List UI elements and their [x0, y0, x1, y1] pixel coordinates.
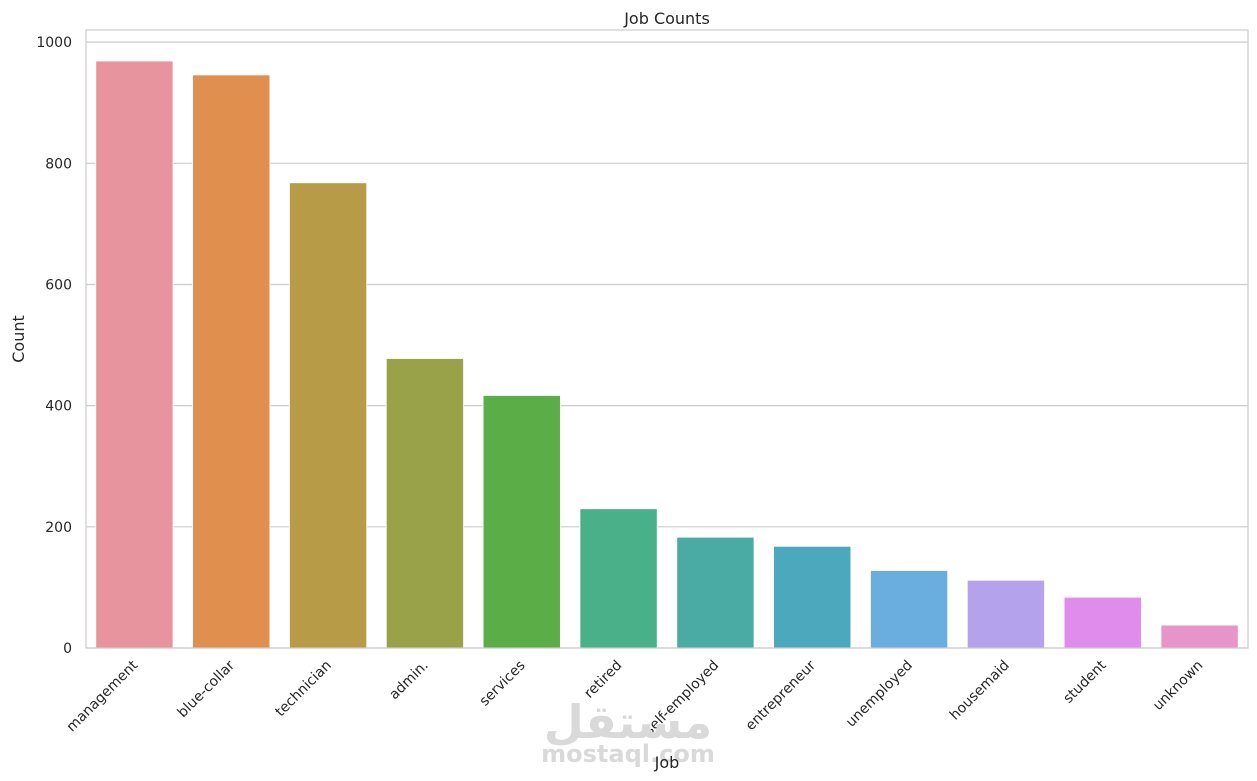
watermark-arabic: مستقل — [544, 695, 712, 749]
x-tick-label: management — [64, 657, 142, 735]
bars — [95, 60, 1239, 649]
y-tick-label: 600 — [45, 277, 72, 293]
y-axis-label: Count — [9, 315, 28, 363]
watermark-latin: mostaql.com — [541, 740, 715, 768]
bar-retired — [579, 508, 658, 649]
bar-services — [482, 394, 561, 649]
y-tick-label: 200 — [45, 520, 72, 536]
bar-student — [1063, 596, 1142, 649]
x-tick-label: housemaid — [947, 658, 1013, 724]
plot-frame — [85, 29, 1249, 649]
bar-entrepreneur — [773, 545, 852, 649]
x-tick-label: student — [1060, 657, 1110, 707]
bar-self-employed — [676, 536, 755, 649]
x-tick-label: technician — [272, 658, 335, 721]
y-tick-label: 0 — [63, 641, 72, 657]
watermark: مستقل mostaql.com — [541, 695, 715, 768]
y-tick-labels: 0 200 400 600 800 1000 — [36, 35, 72, 657]
y-tick-label: 1000 — [36, 35, 72, 51]
x-tick-label: entrepreneur — [743, 657, 820, 734]
y-tick-label: 400 — [45, 399, 72, 415]
chart-title: Job Counts — [623, 9, 710, 28]
bar-housemaid — [966, 579, 1046, 649]
x-tick-label: admin. — [386, 658, 431, 703]
x-tick-label: unemployed — [843, 658, 916, 731]
y-tick-label: 800 — [45, 156, 72, 172]
x-tick-label: blue-collar — [175, 657, 239, 721]
bar-technician — [288, 182, 368, 649]
bar-admin — [385, 357, 465, 649]
x-tick-label: unknown — [1150, 658, 1206, 714]
bar-unknown — [1160, 624, 1239, 649]
x-tick-label: services — [477, 658, 529, 710]
bar-blue-collar — [192, 74, 271, 649]
bar-unemployed — [869, 569, 949, 649]
x-axis-label: Job — [654, 753, 680, 772]
bar-management — [95, 60, 174, 649]
